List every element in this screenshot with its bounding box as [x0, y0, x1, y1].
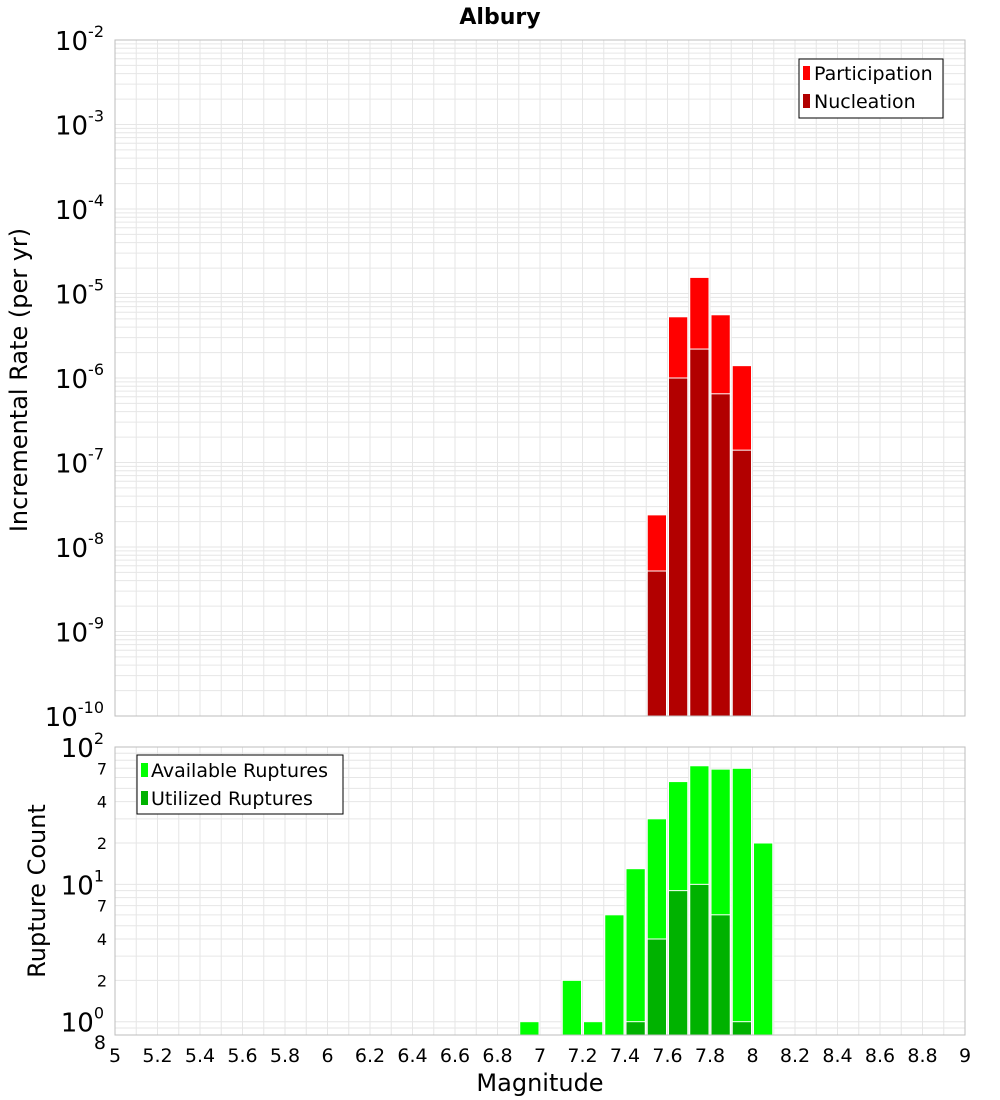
bottom-plot-frame [114, 746, 966, 1036]
x-tick-label: 6.4 [397, 1045, 427, 1067]
bottom-y-minor-tick-label: 7 [97, 897, 107, 916]
legend-swatch-participation [803, 66, 810, 80]
x-tick-label: 5.8 [270, 1045, 300, 1067]
bottom-bar-available-ruptures-7_95 [731, 767, 752, 1036]
x-tick-label: 6.6 [440, 1045, 470, 1067]
x-tick-label: 7.6 [652, 1045, 682, 1067]
bottom-bar-utilized-ruptures-7_65 [668, 890, 689, 1036]
top-y-axis-label: Incremental Rate (per yr) [5, 228, 33, 532]
x-tick-label: 8.4 [822, 1045, 852, 1067]
x-tick-label: 6 [321, 1045, 333, 1067]
top-bar-nucleation-7_55 [646, 570, 667, 717]
bottom-bar-available-ruptures-6_95 [519, 1021, 540, 1036]
bottom-y-minor-tick-label: 7 [97, 759, 107, 778]
top-y-tick-label: 10-8 [55, 529, 104, 564]
bottom-y-minor-tick-label: 8 [94, 1032, 106, 1054]
x-tick-label: 7.4 [610, 1045, 640, 1067]
bottom-bar-utilized-ruptures-7_85 [710, 914, 731, 1036]
bottom-y-axis-label: Rupture Count [23, 804, 51, 978]
x-tick-label: 6.8 [482, 1045, 512, 1067]
top-y-tick-label: 10-4 [55, 191, 104, 226]
top-y-tick-label: 10-3 [55, 107, 104, 142]
x-tick-label: 5.6 [227, 1045, 257, 1067]
top-y-tick-label: 10-10 [45, 698, 104, 733]
bottom-y-minor-tick-label: 2 [97, 971, 107, 990]
top-y-tick-label: 10-7 [55, 445, 104, 480]
x-tick-label: 5.4 [185, 1045, 215, 1067]
x-tick-label: 5.2 [142, 1045, 172, 1067]
bottom-y-minor-tick-label: 4 [97, 793, 107, 812]
x-tick-label: 7.8 [695, 1045, 725, 1067]
top-y-tick-label: 10-6 [55, 360, 104, 395]
top-legend-box [798, 58, 944, 119]
bottom-bar-utilized-ruptures-7_95 [731, 1021, 752, 1036]
x-tick-label: 7 [534, 1045, 546, 1067]
top-plot-frame [114, 39, 966, 717]
bottom-bar-available-ruptures-8_05 [753, 842, 774, 1036]
x-tick-label: 6.2 [355, 1045, 385, 1067]
top-bar-nucleation-7_65 [668, 377, 689, 717]
top-y-tick-label: 10-9 [55, 614, 104, 649]
top-bar-nucleation-7_75 [689, 348, 710, 717]
x-axis-ticks: 5 5.2 5.4 5.6 5.8 6 6.2 6.4 6.6 6.8 7 7.2 7.4 7.6 7.8 8… [109, 1045, 971, 1067]
bottom-legend: Available Ruptures Utilized Ruptures [136, 754, 344, 815]
bottom-y-minor-tick-label: 4 [97, 930, 107, 949]
bottom-y-major-tick-label: 102 [61, 729, 104, 764]
legend-label-nucleation: Nucleation [814, 91, 916, 113]
legend-swatch-nucleation [803, 94, 810, 108]
chart-title: Albury [459, 5, 540, 30]
legend-label-available-ruptures: Available Ruptures [151, 760, 328, 782]
x-tick-label: 8.8 [907, 1045, 937, 1067]
legend-swatch-utilized-ruptures [141, 791, 148, 805]
bottom-y-major-tick-label: 101 [61, 866, 104, 901]
bottom-legend-box [136, 754, 344, 815]
bottom-bar-utilized-ruptures-7_55 [646, 938, 667, 1036]
bottom-bar-utilized-ruptures-7_45 [625, 1021, 646, 1036]
legend-label-utilized-ruptures: Utilized Ruptures [151, 788, 313, 810]
top-y-tick-label: 10-2 [55, 22, 104, 57]
bottom-y-ticks: 102 101 100 7 4 2 7 4 2 8 [61, 729, 107, 1054]
x-tick-label: 8 [746, 1045, 758, 1067]
x-tick-label: 8.6 [865, 1045, 895, 1067]
bottom-bar-available-ruptures-7_45 [625, 868, 646, 1036]
top-grid [114, 40, 966, 717]
bottom-bar-utilized-ruptures-7_75 [689, 883, 710, 1036]
bottom-y-minor-tick-label: 2 [97, 834, 107, 853]
top-bar-nucleation-7_85 [710, 393, 731, 717]
x-axis-label: Magnitude [476, 1069, 603, 1097]
top-bar-nucleation-7_95 [731, 449, 752, 717]
top-y-ticks: 10-2 10-3 10-4 10-5 10-6 10-7 10-8 10-9 10-10 [45, 22, 104, 733]
legend-swatch-available-ruptures [141, 763, 148, 777]
bottom-bar-available-ruptures-7_35 [604, 914, 625, 1036]
legend-label-participation: Participation [814, 63, 933, 85]
bottom-y-major-tick-label: 100 [61, 1004, 104, 1039]
top-y-tick-label: 10-5 [55, 276, 104, 311]
x-tick-label: 7.2 [567, 1045, 597, 1067]
top-legend: Participation Nucleation [798, 58, 944, 119]
x-tick-label: 8.2 [780, 1045, 810, 1067]
top-bars [646, 276, 752, 717]
x-tick-label: 9 [959, 1045, 971, 1067]
x-tick-label: 5 [109, 1045, 121, 1067]
bottom-bar-available-ruptures-7_15 [561, 979, 582, 1036]
bottom-bar-available-ruptures-7_25 [583, 1021, 604, 1036]
